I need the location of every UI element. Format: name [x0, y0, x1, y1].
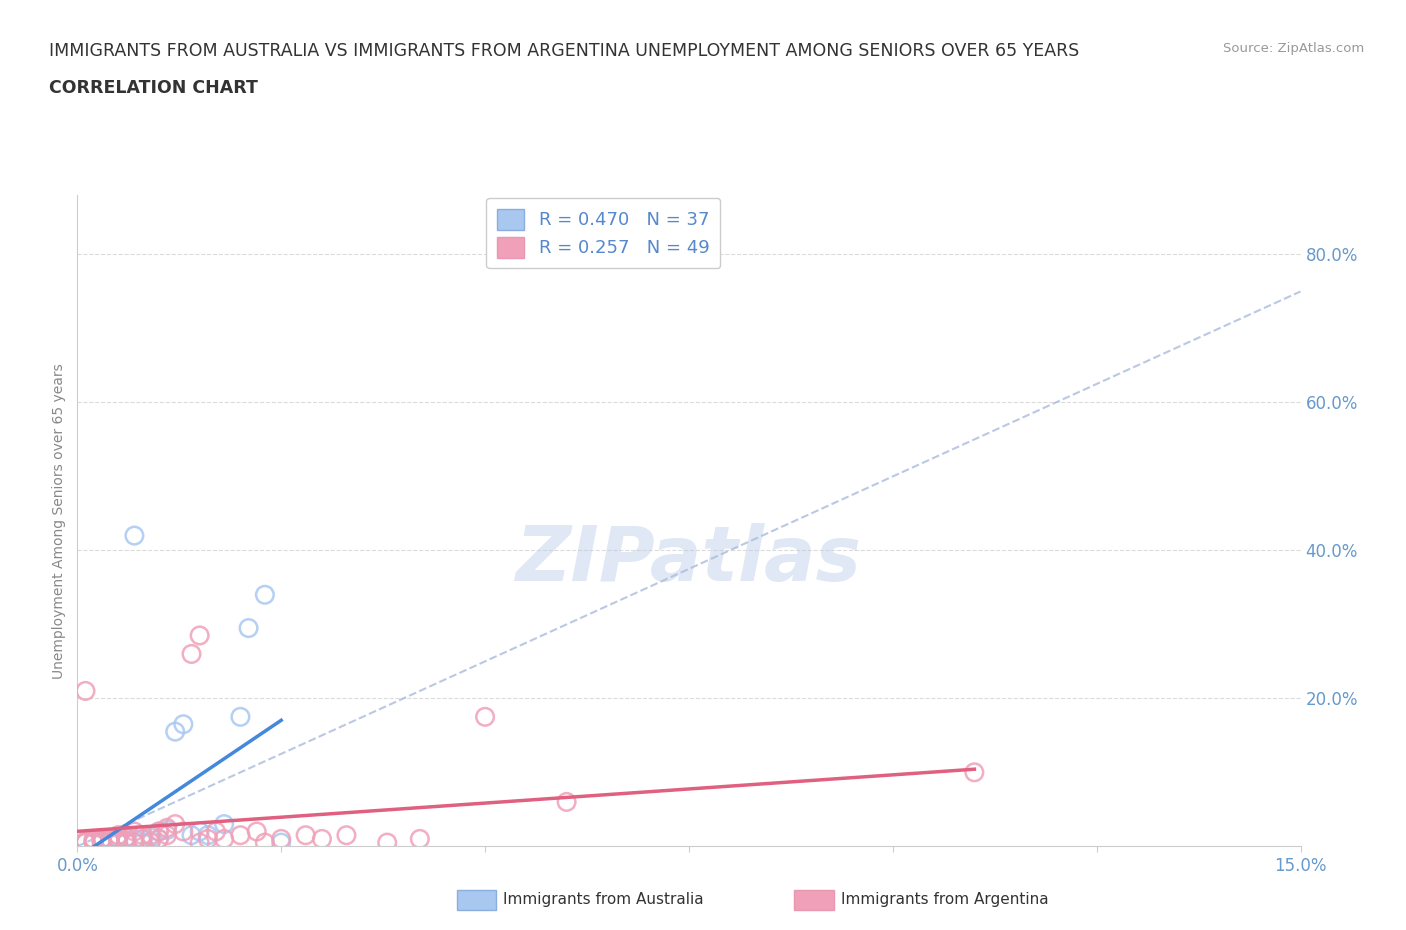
Point	[107, 833, 129, 848]
Point	[148, 824, 170, 839]
Point	[165, 817, 187, 831]
Point	[107, 835, 129, 850]
Point	[98, 833, 121, 848]
Point	[131, 835, 153, 850]
Point	[98, 831, 121, 846]
Point	[148, 824, 170, 839]
Point	[83, 835, 105, 850]
Point	[375, 835, 398, 850]
Text: IMMIGRANTS FROM AUSTRALIA VS IMMIGRANTS FROM ARGENTINA UNEMPLOYMENT AMONG SENIOR: IMMIGRANTS FROM AUSTRALIA VS IMMIGRANTS …	[49, 42, 1080, 60]
Text: ZIPatlas: ZIPatlas	[516, 523, 862, 597]
Point	[172, 824, 194, 839]
Point	[98, 831, 121, 846]
Point	[124, 835, 146, 850]
Point	[124, 528, 146, 543]
Point	[83, 833, 105, 848]
Point	[98, 835, 121, 850]
Point	[253, 835, 276, 850]
Point	[115, 833, 138, 848]
Point	[246, 824, 269, 839]
Point	[270, 831, 292, 846]
Text: Source: ZipAtlas.com: Source: ZipAtlas.com	[1223, 42, 1364, 55]
Point	[156, 820, 179, 835]
Point	[180, 646, 202, 661]
Text: Immigrants from Australia: Immigrants from Australia	[503, 892, 704, 907]
Point	[75, 835, 97, 850]
Point	[75, 835, 97, 850]
Point	[156, 823, 179, 838]
Point	[90, 835, 112, 850]
Legend: R = 0.470   N = 37, R = 0.257   N = 49: R = 0.470 N = 37, R = 0.257 N = 49	[486, 198, 720, 269]
Point	[90, 835, 112, 850]
Point	[335, 828, 357, 843]
Point	[963, 764, 986, 779]
Point	[409, 831, 432, 846]
Point	[212, 831, 235, 846]
Point	[555, 794, 578, 809]
Point	[115, 835, 138, 850]
Point	[75, 833, 97, 848]
Point	[188, 628, 211, 643]
Point	[205, 824, 228, 839]
Point	[165, 724, 187, 739]
Point	[90, 831, 112, 846]
Point	[107, 831, 129, 846]
Point	[124, 835, 146, 850]
Point	[474, 710, 496, 724]
Point	[270, 835, 292, 850]
Point	[90, 833, 112, 848]
Text: CORRELATION CHART: CORRELATION CHART	[49, 79, 259, 97]
Point	[124, 824, 146, 839]
Point	[75, 684, 97, 698]
Point	[139, 828, 162, 843]
Y-axis label: Unemployment Among Seniors over 65 years: Unemployment Among Seniors over 65 years	[52, 363, 66, 679]
Point	[83, 835, 105, 850]
Point	[212, 817, 235, 831]
Point	[131, 828, 153, 843]
Point	[139, 833, 162, 848]
Point	[107, 828, 129, 843]
Point	[229, 710, 252, 724]
Point	[83, 831, 105, 846]
Point	[139, 835, 162, 850]
Text: Immigrants from Argentina: Immigrants from Argentina	[841, 892, 1049, 907]
Point	[115, 830, 138, 844]
Point	[124, 831, 146, 846]
Point	[188, 824, 211, 839]
Point	[115, 830, 138, 844]
Point	[131, 831, 153, 846]
Point	[107, 830, 129, 844]
Point	[148, 831, 170, 846]
Point	[83, 833, 105, 848]
Point	[98, 835, 121, 850]
Point	[107, 831, 129, 846]
Point	[238, 620, 260, 635]
Point	[294, 828, 316, 843]
Point	[253, 588, 276, 603]
Point	[90, 833, 112, 848]
Point	[188, 835, 211, 850]
Point	[90, 831, 112, 846]
Point	[139, 830, 162, 844]
Point	[172, 717, 194, 732]
Point	[197, 831, 219, 846]
Point	[156, 828, 179, 843]
Point	[107, 833, 129, 848]
Point	[229, 828, 252, 843]
Point	[131, 831, 153, 846]
Point	[180, 828, 202, 843]
Point	[115, 833, 138, 848]
Point	[311, 831, 333, 846]
Point	[197, 828, 219, 843]
Point	[75, 833, 97, 848]
Point	[148, 831, 170, 846]
Point	[115, 835, 138, 850]
Point	[90, 833, 112, 848]
Point	[107, 835, 129, 850]
